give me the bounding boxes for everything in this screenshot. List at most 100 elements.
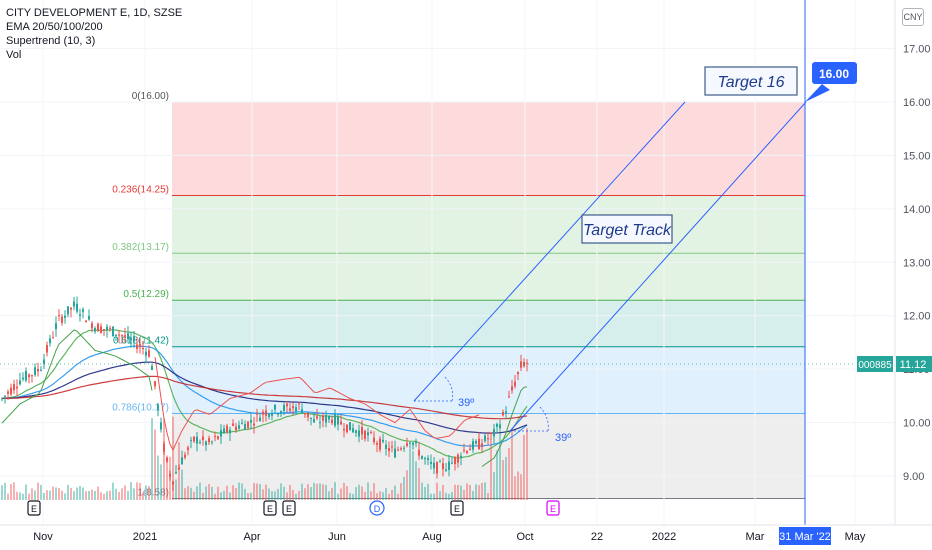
volume-bar	[106, 491, 108, 500]
candle-body	[205, 441, 207, 446]
angle-arc-1	[444, 376, 454, 402]
candle-body	[433, 462, 435, 469]
volume-bar	[346, 486, 348, 500]
legend-vol[interactable]: Vol	[6, 49, 22, 61]
candle-body	[142, 348, 144, 350]
volume-bar	[118, 491, 120, 500]
volume-bar	[220, 492, 222, 500]
volume-bar	[370, 491, 372, 500]
price-tick-label: 12.00	[903, 311, 931, 323]
legend-ema[interactable]: EMA 20/50/100/200	[6, 21, 103, 33]
candle-body	[319, 422, 321, 424]
candle-body	[148, 350, 150, 357]
volume-bar	[184, 488, 186, 500]
candle-body	[178, 467, 180, 470]
candle-body	[490, 432, 492, 434]
event-marker-dividend[interactable]: D	[369, 500, 385, 516]
volume-bar	[67, 484, 69, 500]
event-marker-earnings[interactable]: E	[450, 500, 464, 516]
volume-bar	[304, 488, 306, 500]
candle-body	[172, 481, 174, 485]
fib-level-label: 0.236(14.25)	[112, 185, 169, 196]
candle-body	[229, 429, 231, 434]
candle-body	[43, 359, 45, 364]
event-marker-earnings[interactable]: E	[27, 500, 41, 516]
chart-legend: CITY DEVELOPMENT E, 1D, SZSE EMA 20/50/1…	[6, 6, 182, 62]
candle-body	[451, 462, 453, 464]
drawings[interactable]: 39º 39º Target 16 Target Track 16.00	[413, 0, 857, 525]
volume-bar	[481, 482, 483, 500]
candle-body	[376, 443, 378, 445]
candle-body	[196, 436, 198, 444]
volume-bar	[217, 486, 219, 500]
volume-bar	[235, 488, 237, 500]
volume-bar	[358, 484, 360, 500]
volume-bar	[214, 493, 216, 500]
candle-body	[448, 461, 450, 470]
candle-body	[31, 375, 33, 377]
candle-body	[385, 444, 387, 449]
last-price-badge[interactable]: 000885 11.12	[0, 356, 932, 372]
candle-body	[370, 432, 372, 434]
target-badge[interactable]	[812, 62, 857, 84]
volume-bar	[121, 488, 123, 500]
target-badge-value: 16.00	[819, 67, 849, 81]
candle-body	[298, 403, 300, 405]
candle-body	[184, 454, 186, 458]
candle-body	[469, 448, 471, 451]
candle-body	[58, 315, 60, 317]
volume-bar	[7, 493, 9, 500]
fib-level-label: 0.618(11.42)	[113, 336, 169, 347]
target16-box[interactable]	[704, 66, 798, 96]
candle-body	[313, 419, 315, 423]
target-track-box[interactable]	[581, 214, 673, 244]
candle-body	[484, 435, 486, 442]
candle-body	[7, 391, 9, 394]
volume-bar	[97, 486, 99, 500]
legend-supertrend[interactable]: Supertrend (10, 3)	[6, 35, 96, 47]
target-track-upper-line[interactable]	[413, 101, 686, 402]
event-marker-earnings[interactable]: E	[546, 500, 560, 516]
candle-body	[109, 327, 111, 329]
volume-bar	[34, 490, 36, 500]
volume-bar	[49, 490, 51, 500]
volume-bar	[340, 488, 342, 500]
volume-bar	[268, 488, 270, 500]
candle-body	[352, 428, 354, 433]
fib-level-label: 0(16.00)	[132, 91, 169, 102]
volume-bar	[478, 485, 480, 500]
marker-shape	[450, 500, 464, 516]
volume-bar	[508, 447, 510, 500]
volume-bar	[442, 484, 444, 500]
marker-label: E	[550, 504, 556, 514]
volume-bar	[337, 493, 339, 500]
event-marker-earnings[interactable]: E	[282, 500, 296, 516]
volume-bar	[403, 476, 405, 500]
volume-bar	[316, 483, 318, 500]
ema-50-line	[1, 345, 528, 447]
volume-bar	[70, 488, 72, 500]
volume-bar	[103, 493, 105, 500]
candle-body	[145, 351, 147, 356]
candle-body	[526, 362, 528, 364]
fib-level-label: 0.786(10.17)	[112, 402, 169, 413]
volume-bar	[205, 486, 207, 500]
fibonacci-retracement[interactable]: 0(16.00) 0.236(14.25) 0.382(13.17) 0.5(12.2…	[112, 91, 805, 499]
target-track-lower-line[interactable]	[509, 101, 807, 432]
candle-body	[52, 337, 54, 339]
candle-body	[4, 395, 6, 397]
volume-bar	[238, 482, 240, 500]
currency-button[interactable]: CNY	[902, 8, 924, 26]
candle-body	[460, 455, 462, 459]
candle-body	[262, 411, 264, 415]
event-marker-earnings[interactable]: E	[263, 500, 277, 516]
legend-symbol[interactable]: CITY DEVELOPMENT E, 1D, SZSE	[6, 7, 183, 19]
volume-bar	[361, 486, 363, 500]
candle-body	[307, 412, 309, 418]
candle-body	[139, 344, 141, 348]
candle-body	[511, 386, 513, 391]
candle-body	[127, 333, 129, 340]
volume-bar	[259, 484, 261, 500]
